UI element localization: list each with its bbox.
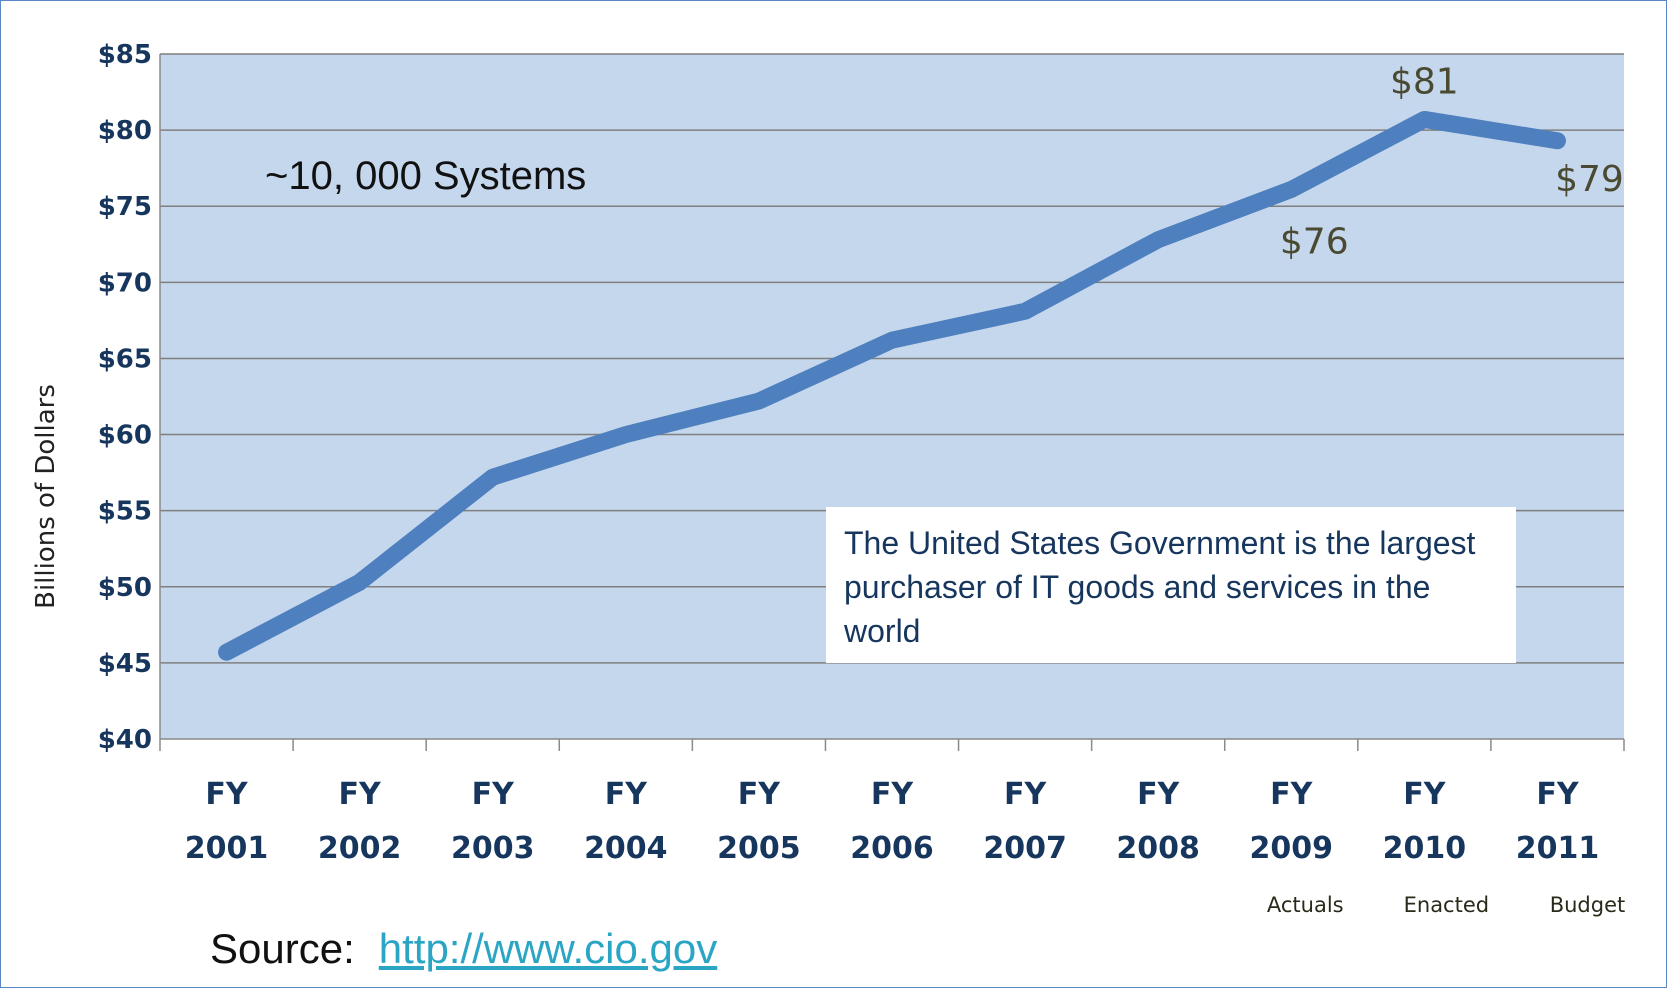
x-tick-label-line1: FY [1536,777,1579,812]
x-tick-label-year: 2007 [983,831,1067,866]
y-axis-ticks: $40 $45 $50 $55 $60 $65 $70 $75 $80 $85 [98,40,152,755]
note-box: The United States Government is the larg… [826,507,1516,663]
x-tick-note: Enacted [1404,893,1489,917]
x-tick-label-line1: FY [339,777,382,812]
x-tick-label-year: 2008 [1116,831,1200,866]
x-tick-label-year: 2009 [1250,831,1334,866]
y-axis-label: Billions of Dollars [31,384,61,609]
x-tick-label-year: 2003 [451,831,535,866]
x-tick-label-year: 2010 [1383,831,1467,866]
series-line [218,110,1566,661]
y-tick-label: $75 [98,192,152,222]
x-tick-label-year: 2006 [850,831,934,866]
x-tick-note: Actuals [1267,893,1344,917]
y-tick-label: $70 [98,268,152,298]
x-tick-label-line1: FY [871,777,914,812]
y-tick-label: $60 [98,421,152,451]
data-label: $76 [1280,221,1349,262]
source-link[interactable]: http://www.cio.gov [378,925,718,972]
x-tick-label-year: 2011 [1516,831,1600,866]
x-tick-label-line1: FY [1403,777,1446,812]
x-tick-note: Budget [1550,893,1626,917]
y-tick-label: $65 [98,344,152,374]
data-label: $81 [1390,61,1459,102]
y-tick-label: $55 [98,497,152,527]
x-tick-label-year: 2002 [318,831,402,866]
systems-annotation: ~10, 000 Systems [265,154,586,198]
x-tick-label-line1: FY [1270,777,1313,812]
x-axis: FY 2001 FY 2002 FY 2003 FY 2004 FY 2005 FY 2006 FY 20… [159,54,1626,917]
y-tick-label: $45 [98,649,152,679]
source-label: Source: [210,925,355,972]
y-tick-label: $85 [98,40,152,70]
y-tick-label: $40 [98,725,152,755]
data-label: $79 [1555,159,1624,200]
source-line: Source: http://www.cio.gov [210,925,717,973]
x-tick-label-line1: FY [1137,777,1180,812]
x-tick-label-year: 2005 [717,831,801,866]
x-tick-label-year: 2001 [185,831,269,866]
data-labels: $76 $81 $79 [1280,61,1624,262]
x-tick-label-line1: FY [1004,777,1047,812]
note-box-text: The United States Government is the larg… [844,525,1476,649]
x-tick-label-year: 2004 [584,831,668,866]
y-tick-label: $80 [98,116,152,146]
x-tick-label-line1: FY [472,777,515,812]
x-tick-label-line1: FY [738,777,781,812]
y-tick-label: $50 [98,573,152,603]
x-tick-label-line1: FY [205,777,248,812]
x-tick-label-line1: FY [605,777,648,812]
